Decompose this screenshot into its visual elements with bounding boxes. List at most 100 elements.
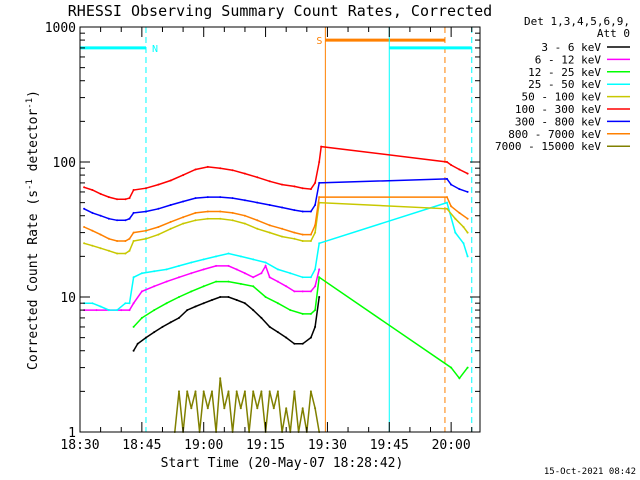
legend-label: 6 - 12 keV (535, 53, 602, 66)
data-point (194, 211, 197, 214)
data-point (190, 272, 193, 275)
series-100-300-kev (83, 145, 469, 201)
data-point (219, 167, 222, 170)
data-point (462, 242, 465, 245)
legend-label: 50 - 100 keV (522, 91, 602, 104)
data-point (91, 189, 94, 191)
series-25-50-kev (83, 201, 469, 312)
data-point (194, 305, 197, 308)
annotation-label: S (316, 36, 322, 47)
chart-title: RHESSI Observing Summary Count Rates, Co… (68, 2, 492, 20)
data-point (243, 302, 246, 305)
data-point (268, 224, 271, 227)
data-point (186, 390, 189, 393)
x-axis-label: Start Time (20-May-07 18:28:42) (161, 456, 404, 471)
data-point (314, 325, 317, 328)
data-point (446, 196, 448, 199)
data-point (309, 188, 312, 191)
data-point (153, 285, 156, 288)
data-point (318, 161, 321, 163)
data-point (450, 164, 453, 166)
series-800-7000-kev (83, 196, 469, 242)
data-point (194, 219, 197, 222)
x-axis: 18:30 18:45 19:00 19:15 19:30 19:45 20:00 (60, 27, 473, 453)
data-point (293, 209, 296, 212)
data-point (256, 201, 259, 204)
data-point (95, 309, 98, 312)
data-point (124, 219, 127, 222)
data-point (165, 268, 168, 271)
series-50-100-kev (83, 201, 469, 255)
data-point (318, 242, 321, 245)
data-point (276, 331, 279, 334)
data-point (260, 390, 263, 393)
data-point (202, 302, 205, 305)
data-point (215, 280, 218, 283)
data-point (268, 276, 271, 279)
data-point (219, 196, 222, 199)
data-point (260, 316, 263, 319)
data-point (446, 201, 448, 204)
data-point (128, 249, 131, 252)
data-point (132, 240, 135, 242)
data-point (107, 217, 110, 220)
data-point (281, 227, 284, 230)
annotation-label: N (152, 44, 158, 55)
data-point (206, 196, 209, 199)
data-point (186, 309, 189, 312)
data-point (99, 305, 102, 308)
data-point (145, 210, 147, 213)
data-point (239, 255, 242, 258)
data-point (301, 407, 304, 410)
data-point (116, 219, 119, 222)
data-point (211, 299, 213, 301)
data-point (301, 312, 304, 315)
plot-frame (79, 26, 481, 433)
data-point (276, 268, 279, 271)
data-point (140, 290, 143, 293)
data-point (107, 196, 110, 199)
data-point (301, 187, 304, 190)
data-point (202, 268, 205, 271)
data-point (161, 325, 164, 328)
x-tick-label: 19:30 (308, 438, 347, 453)
x-tick-label: 19:00 (184, 438, 223, 453)
data-point (136, 342, 139, 345)
data-point (99, 192, 102, 195)
data-point (320, 145, 323, 148)
x-tick-label: 19:45 (370, 438, 409, 453)
data-point (132, 302, 135, 305)
data-point (309, 240, 312, 242)
data-point (169, 227, 172, 230)
data-point (120, 309, 123, 312)
data-point (293, 390, 296, 393)
data-point (128, 237, 131, 240)
data-point (281, 235, 284, 238)
data-point (314, 231, 317, 234)
data-point (132, 325, 135, 328)
data-point (466, 190, 469, 193)
legend-label: 800 - 7000 keV (508, 128, 601, 141)
data-point (301, 240, 304, 242)
data-point (128, 217, 131, 220)
data-point (289, 272, 292, 275)
data-point (169, 220, 172, 223)
data-point (466, 231, 469, 234)
data-point (281, 183, 284, 186)
data-point (145, 187, 147, 190)
x-tick-label: 18:30 (60, 438, 99, 453)
data-point (128, 197, 131, 200)
data-point (454, 217, 457, 220)
series-3-6-kev (132, 296, 321, 352)
data-point (466, 217, 469, 220)
data-point (256, 407, 259, 410)
data-point (309, 336, 312, 339)
data-point (446, 161, 448, 163)
data-point (301, 210, 304, 213)
data-point (309, 233, 312, 236)
data-point (235, 268, 238, 271)
legend-label: 12 - 25 keV (528, 66, 601, 79)
data-point (124, 240, 127, 242)
data-point (124, 302, 127, 305)
